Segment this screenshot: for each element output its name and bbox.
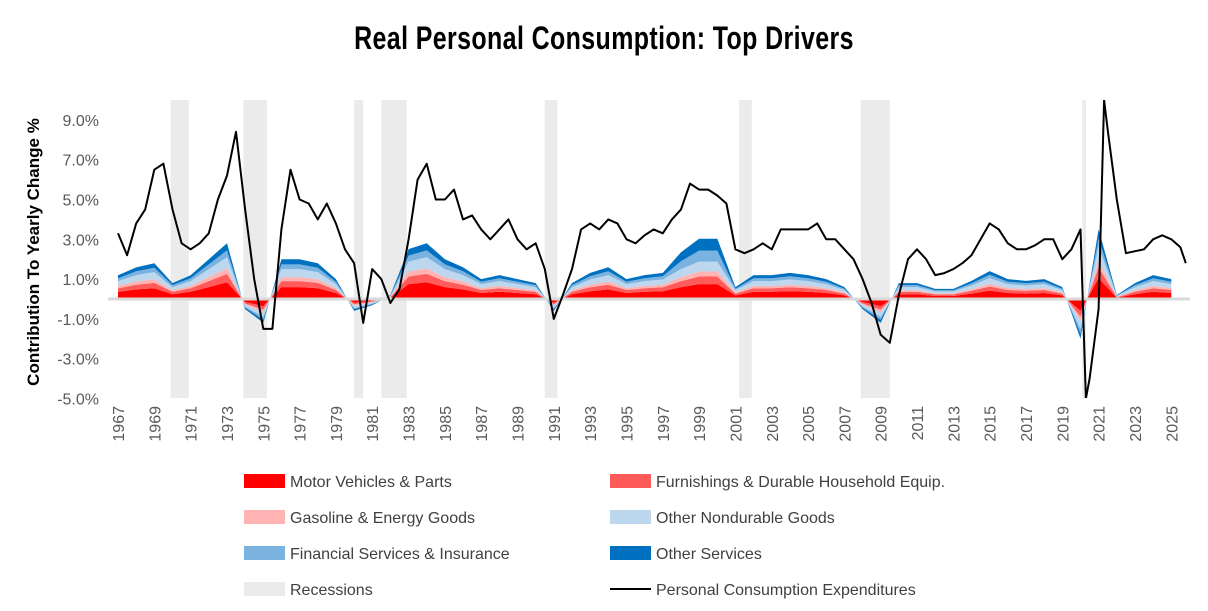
x-tick-label: 1971 [184,406,201,442]
legend-swatch [610,510,651,524]
legend-label: Recessions [290,582,373,599]
y-tick-label: -5.0% [57,392,99,409]
legend-label: Other Nondurable Goods [656,510,835,527]
x-tick-label: 1967 [111,406,128,442]
x-tick-label: 2017 [1019,406,1036,442]
x-tick-label: 1979 [329,406,346,442]
x-tick-label: 2005 [801,406,818,442]
area-motor-vehicles-parts [118,278,1172,311]
legend-label: Furnishings & Durable Household Equip. [656,474,945,491]
x-axis-ticks: 1967 1969 1971 1973 1975 1977 1979 1981 1983 1985… [111,406,1181,442]
y-tick-label: 3.0% [63,232,99,249]
recession-bands [170,100,1086,398]
chart-title: Real Personal Consumption: Top Drivers [354,20,854,56]
x-tick-label: 1973 [220,406,237,442]
legend: Motor Vehicles & Parts Furnishings & Dura… [244,474,945,599]
recession-band [354,100,364,398]
y-tick-label: -3.0% [57,352,99,369]
pce-line-group [117,100,1187,398]
recession-band [381,100,407,398]
y-tick-label: 5.0% [63,193,99,210]
x-tick-label: 1983 [402,406,419,442]
pce-line [117,100,1187,398]
recession-band [544,100,558,398]
x-tick-label: 1975 [256,406,273,442]
y-axis-label: Contribution To Yearly Change % [24,118,43,386]
x-tick-label: 2011 [910,406,927,441]
x-tick-label: 1989 [511,406,528,442]
legend-swatch [610,474,651,488]
x-tick-label: 1997 [656,406,673,442]
x-tick-label: 1991 [547,406,564,442]
y-tick-label: 1.0% [63,272,99,289]
x-tick-label: 2013 [946,406,963,442]
legend-swatch [244,546,285,560]
x-tick-label: 1987 [474,406,491,442]
legend-label: Motor Vehicles & Parts [290,474,452,491]
legend-swatch [610,546,651,560]
legend-swatch [244,474,285,488]
x-tick-label: 1995 [619,406,636,442]
x-tick-label: 2025 [1164,406,1181,442]
y-tick-label: 7.0% [63,153,99,170]
x-tick-label: 2003 [765,406,782,442]
recession-band [170,100,189,398]
legend-label: Personal Consumption Expenditures [656,582,916,599]
recession-band [739,100,752,398]
x-tick-label: 2007 [837,406,854,442]
stacked-areas [118,229,1172,339]
x-tick-label: 2015 [983,406,1000,442]
x-tick-label: 2023 [1128,406,1145,442]
recession-band [1082,100,1086,398]
y-tick-label: -1.0% [57,312,99,329]
x-tick-label: 2009 [874,406,891,442]
recession-band [243,100,267,398]
y-tick-label: 9.0% [63,113,99,130]
y-axis-ticks: 9.0% 7.0% 5.0% 3.0% 1.0% -1.0% -3.0% -5.0% [57,113,99,409]
legend-swatch [244,582,285,596]
legend-label: Gasoline & Energy Goods [290,510,475,527]
x-tick-label: 1969 [147,406,164,442]
legend-swatch [244,510,285,524]
x-tick-label: 2019 [1055,406,1072,442]
legend-label: Financial Services & Insurance [290,546,510,563]
x-tick-label: 1993 [583,406,600,442]
legend-label: Other Services [656,546,762,563]
x-tick-label: 1985 [438,406,455,442]
x-tick-label: 2001 [728,406,745,442]
x-tick-label: 1981 [365,406,382,442]
x-tick-label: 1977 [293,406,310,442]
recession-band [860,100,890,398]
x-tick-label: 1999 [692,406,709,442]
x-tick-label: 2021 [1092,406,1109,442]
